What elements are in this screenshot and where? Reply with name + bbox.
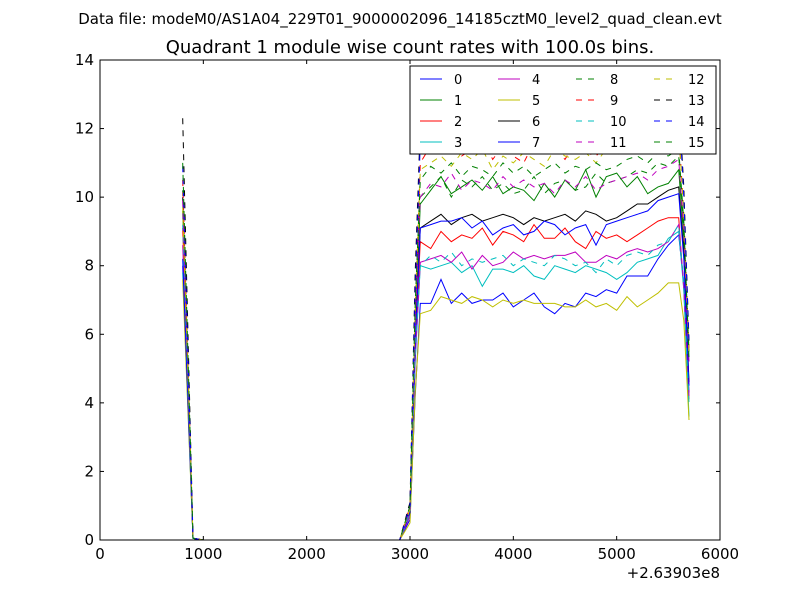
legend-label-14: 14 [688, 115, 705, 130]
series-line-12 [182, 131, 690, 540]
legend-label-7: 7 [532, 136, 540, 151]
y-tick-label: 0 [84, 531, 94, 549]
series-line-15 [182, 148, 690, 540]
series-line-0 [182, 233, 690, 540]
series-line-14 [182, 100, 690, 540]
figure-suptitle: Data file: modeM0/AS1A04_229T01_90000020… [78, 10, 722, 29]
legend-box [409, 65, 717, 155]
x-tick-label: 1000 [184, 545, 222, 563]
y-tick-label: 10 [75, 188, 94, 206]
legend-label-13: 13 [688, 94, 705, 109]
series-line-10 [182, 223, 690, 540]
x-tick-label: 6000 [701, 545, 739, 563]
legend-label-1: 1 [454, 94, 462, 109]
y-tick-label: 14 [75, 51, 94, 69]
series-line-1 [182, 168, 690, 540]
y-tick-label: 4 [84, 394, 94, 412]
series-line-6 [182, 186, 690, 540]
legend-label-11: 11 [610, 136, 627, 151]
series-line-5 [182, 279, 690, 540]
y-tick-label: 2 [84, 462, 94, 480]
y-tick-label: 12 [75, 120, 94, 138]
legend-label-10: 10 [610, 115, 627, 130]
x-tick-label: 5000 [598, 545, 636, 563]
series-line-13 [182, 97, 690, 540]
series-line-4 [182, 223, 690, 540]
legend-label-2: 2 [454, 115, 462, 130]
legend-label-4: 4 [532, 73, 540, 88]
legend-label-8: 8 [610, 73, 618, 88]
series-line-9 [182, 127, 690, 540]
chart-title: Quadrant 1 module wise count rates with … [166, 37, 655, 58]
y-tick-label: 6 [84, 325, 94, 343]
legend-label-15: 15 [688, 136, 705, 151]
series-line-7 [182, 193, 690, 540]
y-tick-label: 8 [84, 257, 94, 275]
plot-area [182, 97, 690, 540]
x-offset-label: +2.63903e8 [627, 564, 720, 582]
series-line-3 [182, 230, 690, 540]
series-line-8 [182, 154, 690, 540]
legend-label-9: 9 [610, 94, 618, 109]
x-tick-label: 4000 [494, 545, 532, 563]
series-line-11 [182, 158, 690, 540]
legend-label-6: 6 [532, 115, 540, 130]
x-tick-label: 3000 [391, 545, 429, 563]
legend-label-3: 3 [454, 136, 462, 151]
series-line-2 [182, 217, 690, 540]
x-tick-label: 0 [95, 545, 105, 563]
legend-label-5: 5 [532, 94, 540, 109]
x-tick-label: 2000 [288, 545, 326, 563]
legend-label-12: 12 [688, 73, 705, 88]
legend-label-0: 0 [454, 73, 462, 88]
